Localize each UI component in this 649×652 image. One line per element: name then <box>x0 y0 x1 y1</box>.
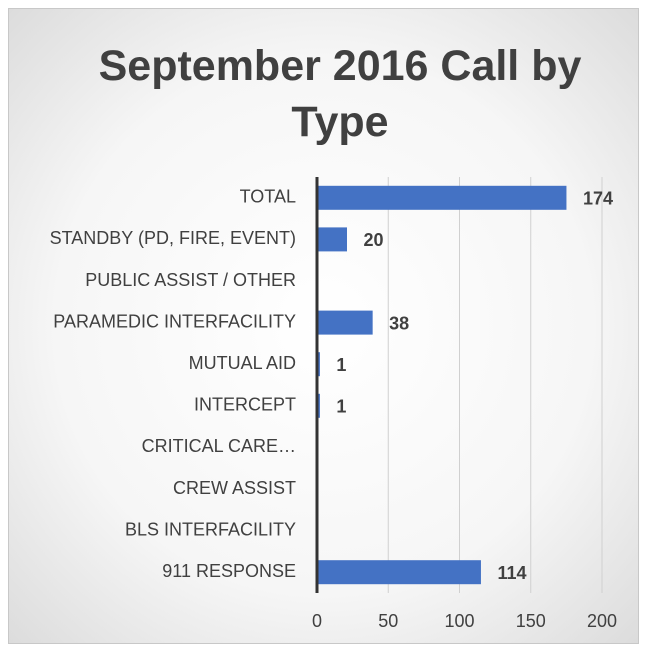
value-label: 114 <box>497 563 526 583</box>
x-tick-label: 150 <box>516 611 546 631</box>
y-tick-label: TOTAL <box>240 187 296 207</box>
y-tick-label: STANDBY (PD, FIRE, EVENT) <box>50 228 296 248</box>
chart-title: September 2016 Call by Type <box>98 42 582 146</box>
bar <box>318 227 347 252</box>
bar <box>318 310 373 335</box>
x-tick-label: 200 <box>587 611 617 631</box>
value-label: 1 <box>336 397 346 417</box>
value-label: 1 <box>336 355 346 375</box>
x-tick-label: 100 <box>444 611 474 631</box>
y-tick-label: BLS INTERFACILITY <box>125 519 296 539</box>
y-tick-label: MUTUAL AID <box>189 353 296 373</box>
value-label: 20 <box>364 230 384 250</box>
y-tick-label: PUBLIC ASSIST / OTHER <box>85 270 296 290</box>
y-tick-label: 911 RESPONSE <box>162 561 296 581</box>
bar <box>318 393 320 418</box>
bar <box>318 560 481 585</box>
value-label: 38 <box>389 313 409 333</box>
bar <box>318 185 567 210</box>
y-tick-label: PARAMEDIC INTERFACILITY <box>53 311 296 331</box>
y-tick-label: CREW ASSIST <box>173 478 296 498</box>
y-tick-label: CRITICAL CARE… <box>142 436 296 456</box>
y-tick-label: INTERCEPT <box>194 395 296 415</box>
x-tick-label: 50 <box>378 611 398 631</box>
bar <box>318 352 320 377</box>
x-tick-label: 0 <box>312 611 322 631</box>
value-label: 174 <box>583 189 613 209</box>
